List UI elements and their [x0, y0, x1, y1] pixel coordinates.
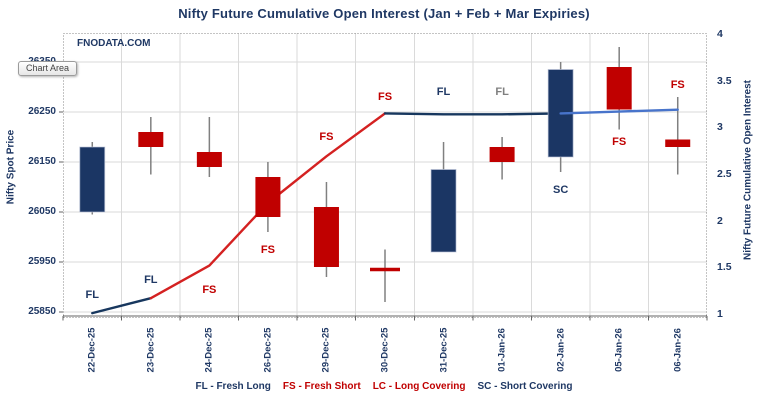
- legend-item: FS - Fresh Short: [282, 381, 361, 392]
- annotation-fl: FL: [436, 86, 451, 98]
- x-axis-label: 22-Dec-25: [86, 327, 98, 373]
- candle-bullish[interactable]: [430, 169, 457, 253]
- y-axis-label: 26250: [28, 106, 56, 117]
- annotation-fl: FL: [495, 86, 509, 98]
- legend-item: LC - Long Covering: [372, 381, 466, 392]
- x-axis-label: 02-Jan-26: [555, 328, 567, 372]
- x-axis-label: 23-Dec-25: [145, 327, 157, 373]
- x-axis-label: 05-Jan-26: [613, 328, 625, 372]
- oi-line-segment-lightblue[interactable]: [559, 108, 679, 115]
- annotation-fs: FS: [202, 283, 217, 296]
- annotation-fl: FL: [144, 273, 158, 286]
- x-axis-label: 26-Dec-25: [262, 327, 274, 373]
- candle-bearish[interactable]: [489, 147, 515, 162]
- annotation-fl: FL: [85, 288, 99, 301]
- annotation-fs: FS: [670, 78, 685, 91]
- legend: FL - Fresh Long FS - Fresh Short LC - Long…: [0, 381, 768, 392]
- candle-bearish[interactable]: [196, 152, 222, 167]
- candle-bearish[interactable]: [665, 139, 691, 148]
- secondary-y-axis-label: 2: [717, 214, 723, 227]
- candle-bearish[interactable]: [255, 177, 281, 217]
- oi-line-segment-navy[interactable]: [91, 297, 153, 315]
- candle-bearish[interactable]: [313, 207, 339, 267]
- plot-area-border: [63, 33, 707, 318]
- secondary-y-axis-label: 3: [717, 121, 723, 134]
- secondary-y-axis-label: 3.5: [717, 74, 732, 87]
- y-axis-label: 25850: [28, 306, 56, 317]
- chart-area-tooltip: Chart Area: [18, 61, 78, 76]
- legend-item: FL - Fresh Long: [195, 381, 271, 392]
- annotation-fs: FS: [260, 243, 275, 256]
- chart-title: Nifty Future Cumulative Open Interest (J…: [178, 6, 590, 21]
- x-axis-label: 30-Dec-25: [379, 327, 391, 373]
- candle-bearish[interactable]: [606, 67, 632, 110]
- x-axis-label: 24-Dec-25: [203, 327, 215, 373]
- y-axis-label: 25950: [28, 256, 56, 267]
- secondary-y-axis-label: 4: [717, 28, 723, 40]
- secondary-y-axis-label: 2.5: [717, 168, 732, 180]
- x-axis-label: 29-Dec-25: [320, 327, 332, 373]
- annotation-fs: FS: [612, 136, 627, 148]
- candle-doji[interactable]: [370, 267, 400, 272]
- secondary-y-axis-label: 1.5: [717, 261, 732, 274]
- watermark-label: FNODATA.COM: [77, 38, 151, 49]
- x-axis-label: 06-Jan-26: [672, 328, 684, 372]
- y-axis-label: 26050: [28, 206, 56, 217]
- candle-bearish[interactable]: [138, 132, 164, 147]
- legend-item: SC - Short Covering: [477, 381, 573, 392]
- annotation-fs: FS: [319, 131, 334, 143]
- annotation-sc: SC: [552, 183, 569, 196]
- secondary-y-axis-label: 1: [717, 308, 723, 320]
- x-axis-label: 31-Dec-25: [438, 327, 450, 373]
- candle-bullish[interactable]: [79, 146, 106, 213]
- oi-line-segment-navy[interactable]: [383, 112, 562, 116]
- y-axis-label: 26150: [28, 156, 56, 167]
- annotation-fs: FS: [377, 91, 393, 103]
- x-axis-label: 01-Jan-26: [496, 328, 508, 372]
